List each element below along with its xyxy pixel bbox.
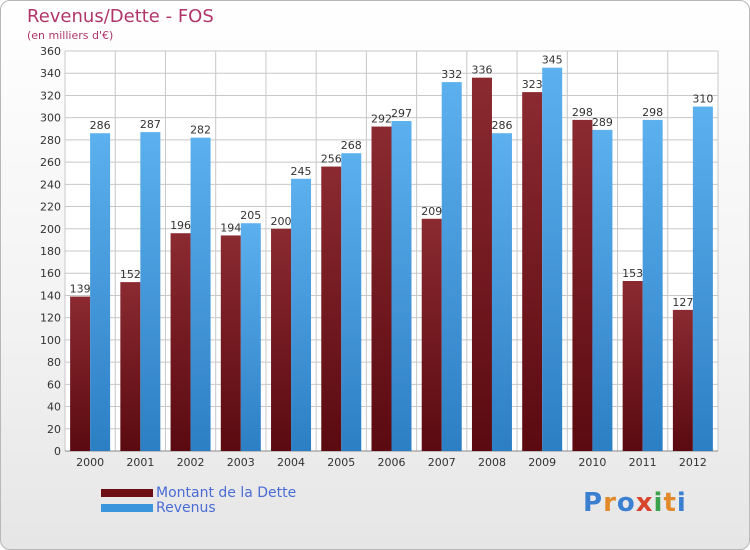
y-tick-label: 320: [40, 89, 61, 102]
revenus-value-label: 286: [491, 119, 512, 132]
debt-value-label: 336: [471, 64, 492, 77]
x-tick-label: 2007: [428, 456, 456, 469]
revenus-value-label: 268: [341, 139, 362, 152]
revenus-value-label: 297: [391, 107, 412, 120]
debt-value-label: 209: [421, 205, 442, 218]
debt-value-label: 139: [70, 283, 91, 296]
x-tick-label: 2005: [327, 456, 355, 469]
x-tick-label: 2012: [679, 456, 707, 469]
revenus-bar: [190, 137, 211, 451]
y-tick-label: 60: [47, 378, 61, 391]
revenus-bar: [491, 133, 512, 451]
y-tick-label: 360: [40, 45, 61, 58]
revenus-bar: [542, 67, 563, 452]
revenus-bar: [692, 106, 713, 452]
revenus-value-label: 332: [441, 68, 462, 81]
debt-value-label: 153: [622, 267, 643, 280]
y-tick-label: 300: [40, 112, 61, 125]
revenus-value-label: 287: [140, 118, 161, 131]
revenus-bar: [441, 82, 462, 451]
revenus-bar: [341, 153, 362, 451]
legend-label-revenus: Revenus: [156, 500, 216, 516]
y-tick-label: 0: [54, 445, 61, 458]
revenus-bar: [140, 132, 161, 451]
debt-value-label: 200: [271, 215, 292, 228]
debt-value-label: 194: [220, 221, 241, 234]
debt-value-label: 196: [170, 219, 191, 232]
debt-bar: [170, 233, 191, 451]
debt-bar: [622, 281, 643, 451]
proxiti-logo: Proxiti: [583, 488, 687, 518]
debt-bar: [672, 309, 693, 451]
revenus-value-label: 245: [291, 165, 312, 178]
x-tick-label: 2010: [578, 456, 606, 469]
revenus-value-label: 289: [592, 116, 613, 129]
y-tick-label: 220: [40, 201, 61, 214]
chart-subtitle: (en milliers d'€): [27, 29, 114, 42]
y-tick-label: 140: [40, 289, 61, 302]
x-tick-label: 2002: [177, 456, 205, 469]
revenus-bar: [90, 133, 111, 451]
debt-value-label: 152: [120, 268, 141, 281]
y-tick-label: 340: [40, 67, 61, 80]
y-tick-label: 280: [40, 134, 61, 147]
x-tick-label: 2003: [227, 456, 255, 469]
revenus-bar: [391, 121, 412, 451]
x-tick-label: 2009: [528, 456, 556, 469]
y-tick-label: 100: [40, 334, 61, 347]
debt-value-label: 298: [572, 106, 593, 119]
chart-title: Revenus/Dette - FOS: [27, 6, 214, 27]
debt-bar: [70, 296, 91, 451]
x-tick-label: 2008: [478, 456, 506, 469]
debt-bar: [220, 235, 241, 451]
debt-bar: [471, 77, 492, 452]
revenus-value-label: 282: [190, 124, 211, 137]
y-tick-label: 160: [40, 267, 61, 280]
y-tick-label: 240: [40, 178, 61, 191]
y-tick-label: 40: [47, 401, 61, 414]
y-tick-label: 80: [47, 356, 61, 369]
revenus-value-label: 286: [90, 119, 111, 132]
x-tick-label: 2001: [126, 456, 154, 469]
debt-bar: [522, 92, 543, 451]
debt-bar: [321, 166, 342, 452]
debt-bar: [371, 126, 392, 452]
legend-swatch-debt: [101, 489, 153, 497]
revenus-bar: [291, 178, 312, 451]
y-tick-label: 20: [47, 423, 61, 436]
x-tick-label: 2006: [378, 456, 406, 469]
y-tick-label: 180: [40, 245, 61, 258]
x-tick-label: 2004: [277, 456, 305, 469]
revenus-bar: [240, 223, 261, 451]
x-tick-label: 2011: [629, 456, 657, 469]
x-tick-label: 2000: [76, 456, 104, 469]
debt-value-label: 323: [522, 78, 543, 91]
revenus-bar: [592, 129, 613, 451]
debt-value-label: 127: [672, 296, 693, 309]
y-tick-label: 200: [40, 223, 61, 236]
debt-bar: [271, 228, 292, 451]
debt-bar: [572, 119, 593, 451]
y-tick-label: 120: [40, 312, 61, 325]
debt-bar: [421, 218, 442, 451]
legend-label-debt: Montant de la Dette: [156, 485, 297, 501]
revenus-value-label: 345: [542, 54, 563, 67]
legend-swatch-revenus: [101, 504, 153, 512]
y-tick-label: 260: [40, 156, 61, 169]
revenus-value-label: 205: [240, 209, 261, 222]
revenus-bar: [642, 119, 663, 451]
debt-value-label: 292: [371, 113, 392, 126]
debt-bar: [120, 282, 141, 451]
revenus-value-label: 298: [642, 106, 663, 119]
debt-value-label: 256: [321, 153, 342, 166]
revenus-value-label: 310: [692, 93, 713, 106]
